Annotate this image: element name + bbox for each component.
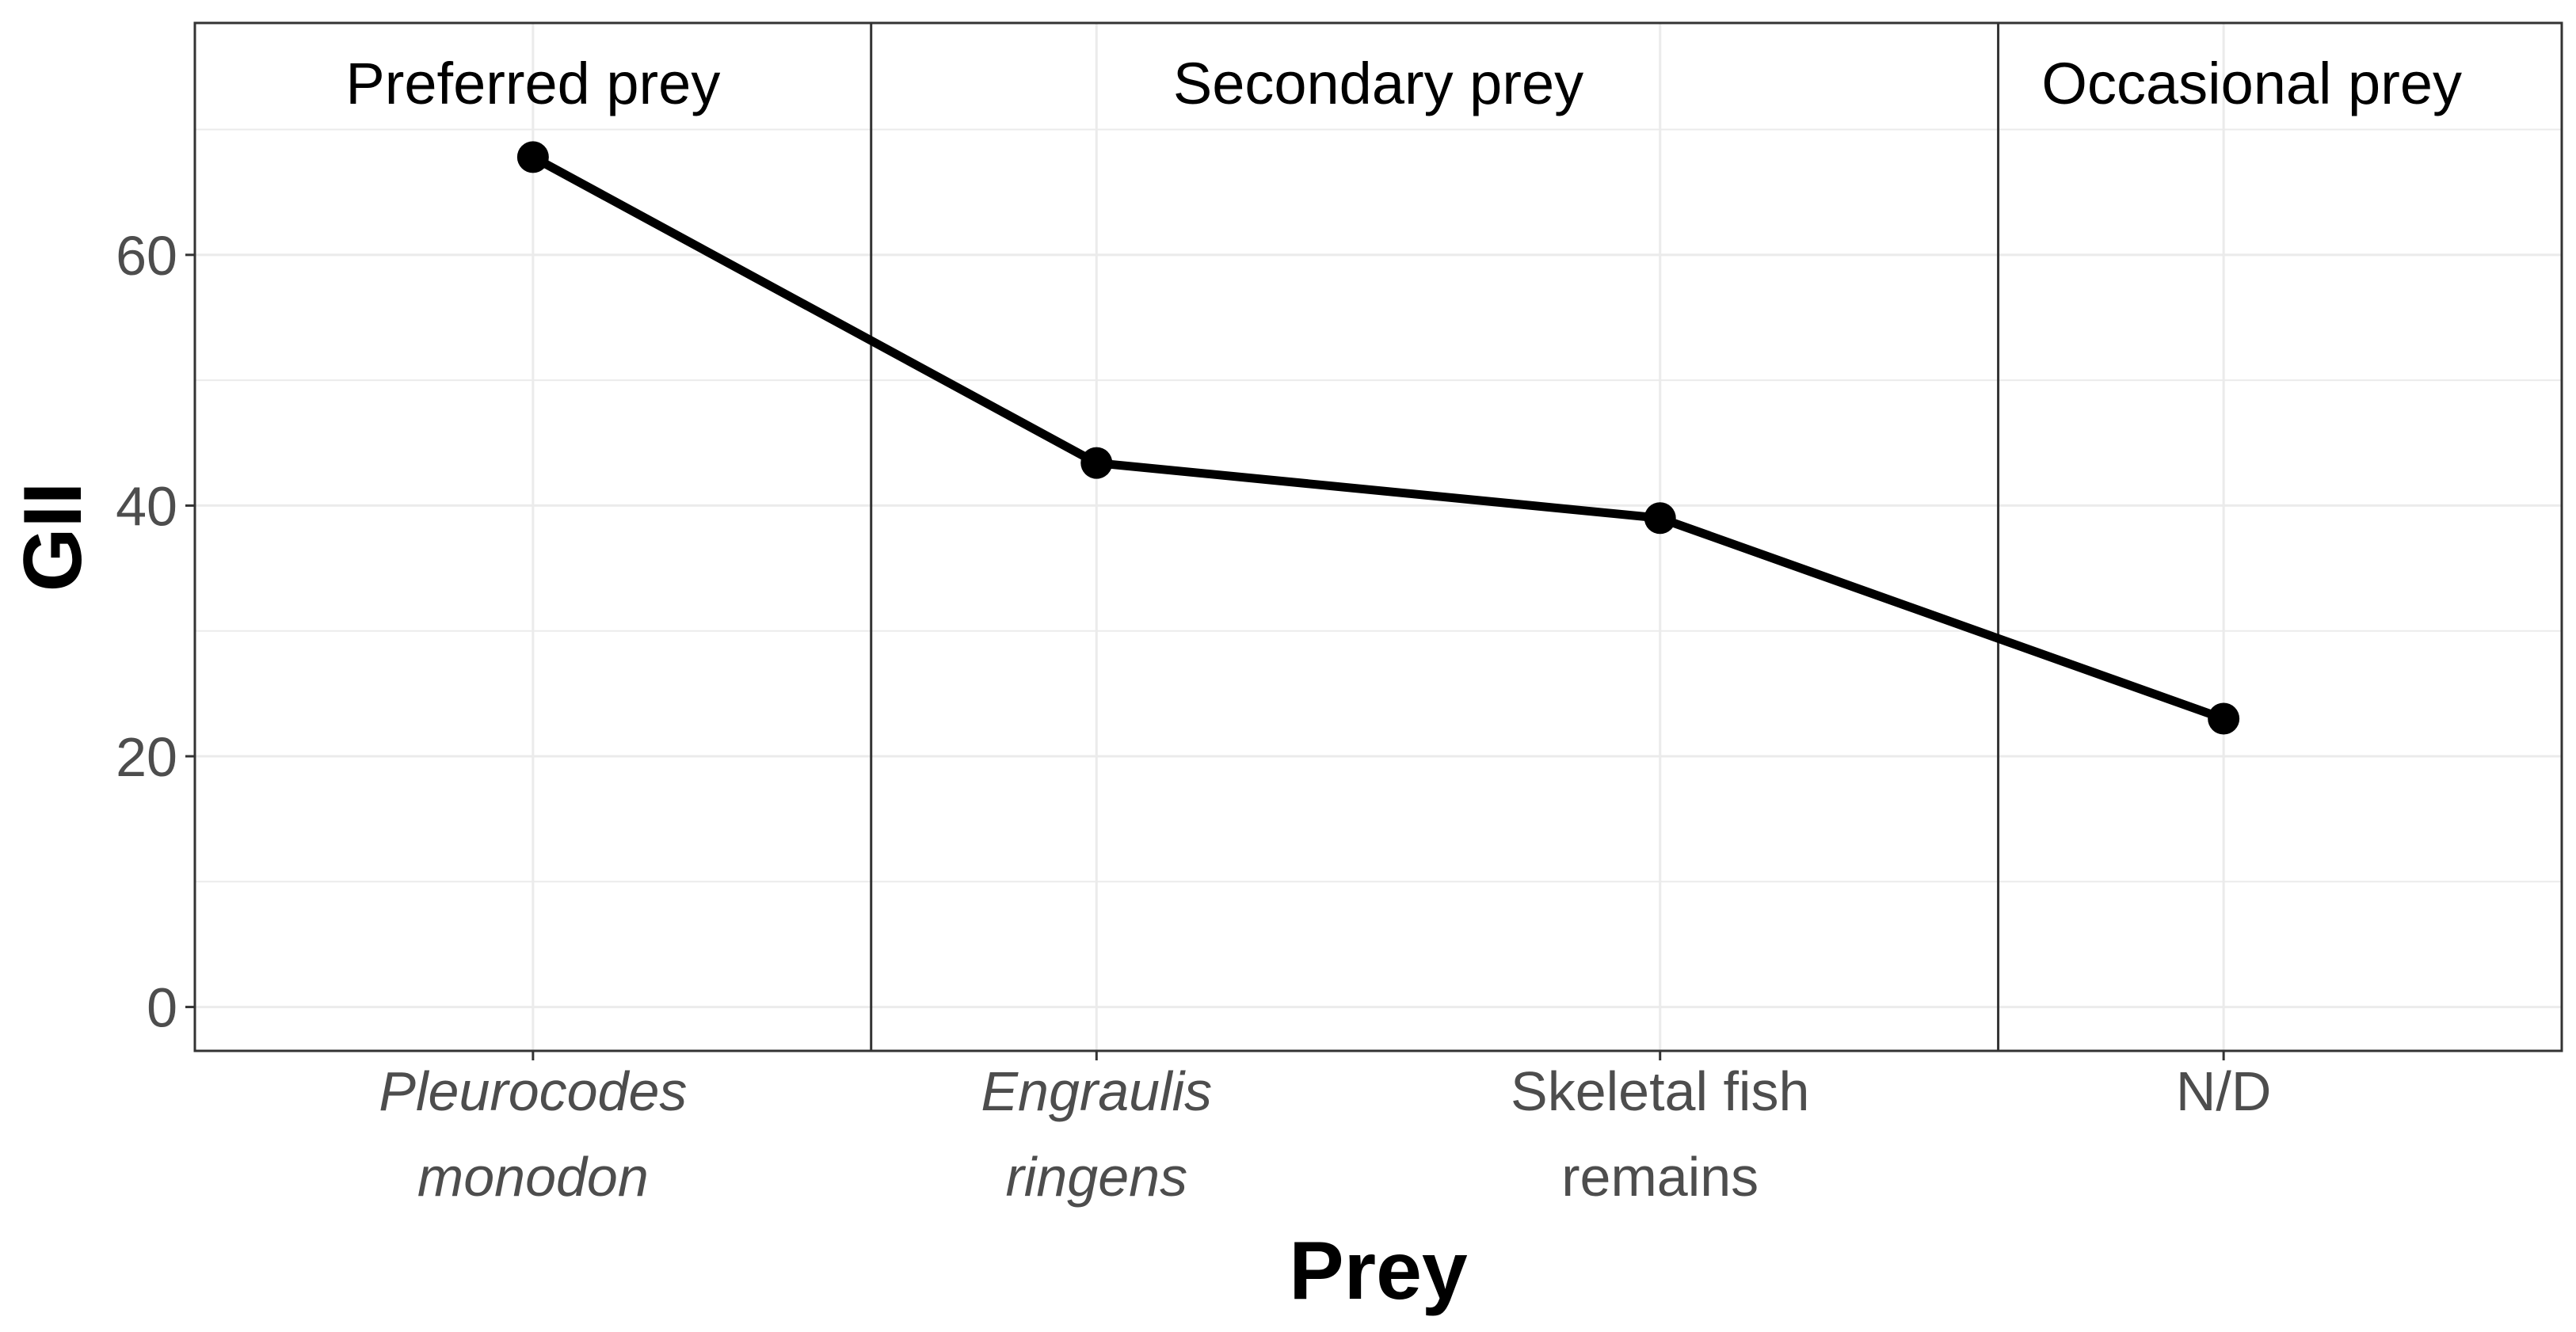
y-tick-label: 0 [147, 977, 177, 1039]
group-label: Secondary prey [1173, 51, 1583, 116]
series-line [528, 152, 2228, 724]
data-point [1080, 447, 1113, 479]
data-point [1644, 502, 1676, 535]
x-tick-label: Engraulis ringens [981, 1060, 1212, 1208]
group-dividers [870, 23, 2000, 1051]
group-labels: Preferred prey Secondary prey Occasional p… [345, 51, 2462, 116]
y-tick-label: 40 [116, 475, 177, 537]
plot-border [193, 21, 2563, 1052]
y-axis-ticks: 0 20 40 60 [116, 225, 195, 1039]
x-tick-label: N/D [2176, 1060, 2272, 1122]
y-tick-label: 60 [116, 225, 177, 287]
x-tick-label: Skeletal fish remains [1511, 1060, 1809, 1208]
data-point [516, 141, 549, 173]
x-tick-label: Pleurocodes monodon [379, 1060, 687, 1208]
grid-lines [195, 23, 2562, 1051]
group-label: Occasional prey [2041, 51, 2462, 116]
y-tick-label: 20 [116, 726, 177, 788]
x-axis-title: Prey [1289, 1225, 1468, 1317]
plot-panel [195, 23, 2562, 1051]
y-axis-title: GII [7, 482, 99, 592]
group-label: Preferred prey [345, 51, 720, 116]
data-point [2208, 702, 2240, 735]
x-axis-ticks: Pleurocodes monodon Engraulis ringens Skelet… [379, 1051, 2271, 1208]
data-series [516, 141, 2240, 735]
